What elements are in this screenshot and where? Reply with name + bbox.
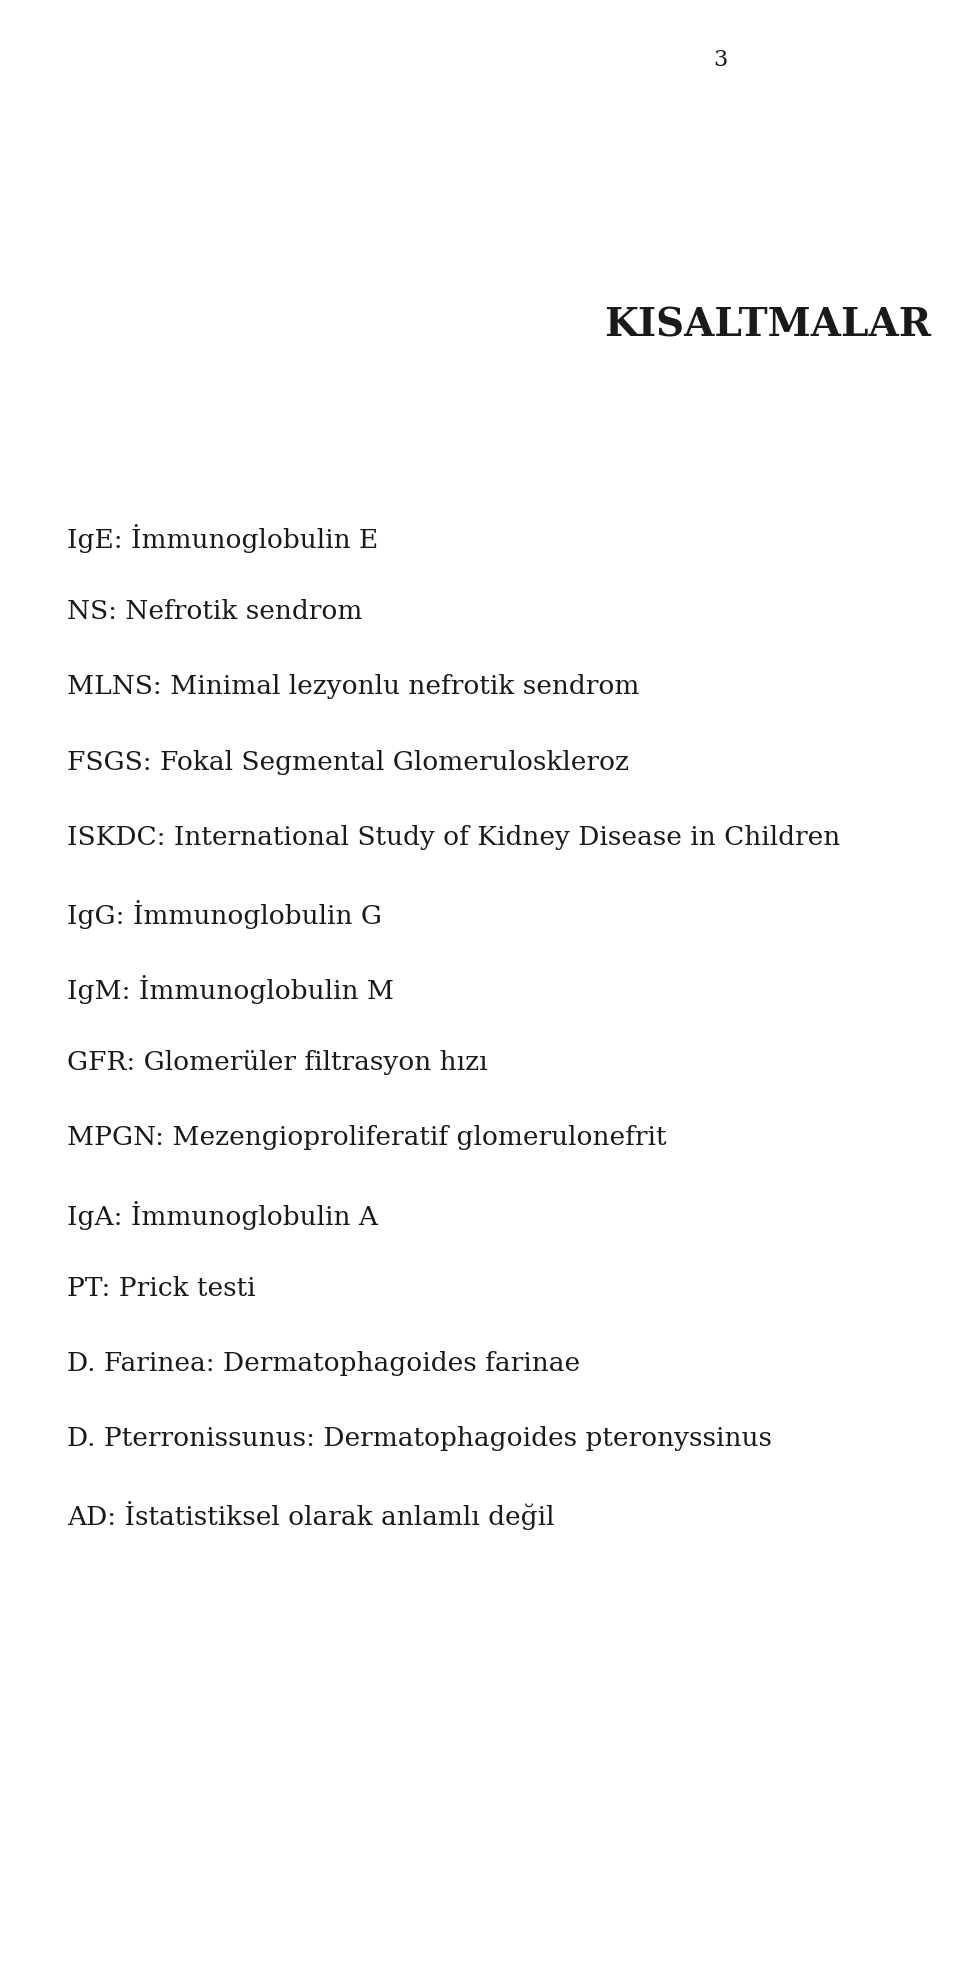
Text: D. Farinea: Dermatophagoides farinae: D. Farinea: Dermatophagoides farinae xyxy=(67,1351,581,1377)
Text: IgE: İmmunoglobulin E: IgE: İmmunoglobulin E xyxy=(67,524,378,554)
Text: D. Pterronissunus: Dermatophagoides pteronyssinus: D. Pterronissunus: Dermatophagoides pter… xyxy=(67,1426,772,1452)
Text: GFR: Glomerüler filtrasyon hızı: GFR: Glomerüler filtrasyon hızı xyxy=(67,1050,488,1076)
Text: MPGN: Mezengioproliferatif glomerulonefrit: MPGN: Mezengioproliferatif glomerulonefr… xyxy=(67,1125,666,1151)
Text: PT: Prick testi: PT: Prick testi xyxy=(67,1276,255,1302)
Text: KISALTMALAR: KISALTMALAR xyxy=(604,307,931,344)
Text: IgG: İmmunoglobulin G: IgG: İmmunoglobulin G xyxy=(67,900,382,930)
Text: 3: 3 xyxy=(713,49,727,71)
Text: IgA: İmmunoglobulin A: IgA: İmmunoglobulin A xyxy=(67,1201,378,1230)
Text: IgM: İmmunoglobulin M: IgM: İmmunoglobulin M xyxy=(67,975,395,1005)
Text: ISKDC: International Study of Kidney Disease in Children: ISKDC: International Study of Kidney Dis… xyxy=(67,825,840,851)
Text: FSGS: Fokal Segmental Glomeruloskleroz: FSGS: Fokal Segmental Glomeruloskleroz xyxy=(67,750,629,775)
Text: AD: İstatistiksel olarak anlamlı değil: AD: İstatistiksel olarak anlamlı değil xyxy=(67,1501,555,1531)
Text: MLNS: Minimal lezyonlu nefrotik sendrom: MLNS: Minimal lezyonlu nefrotik sendrom xyxy=(67,674,639,700)
Text: NS: Nefrotik sendrom: NS: Nefrotik sendrom xyxy=(67,599,363,625)
